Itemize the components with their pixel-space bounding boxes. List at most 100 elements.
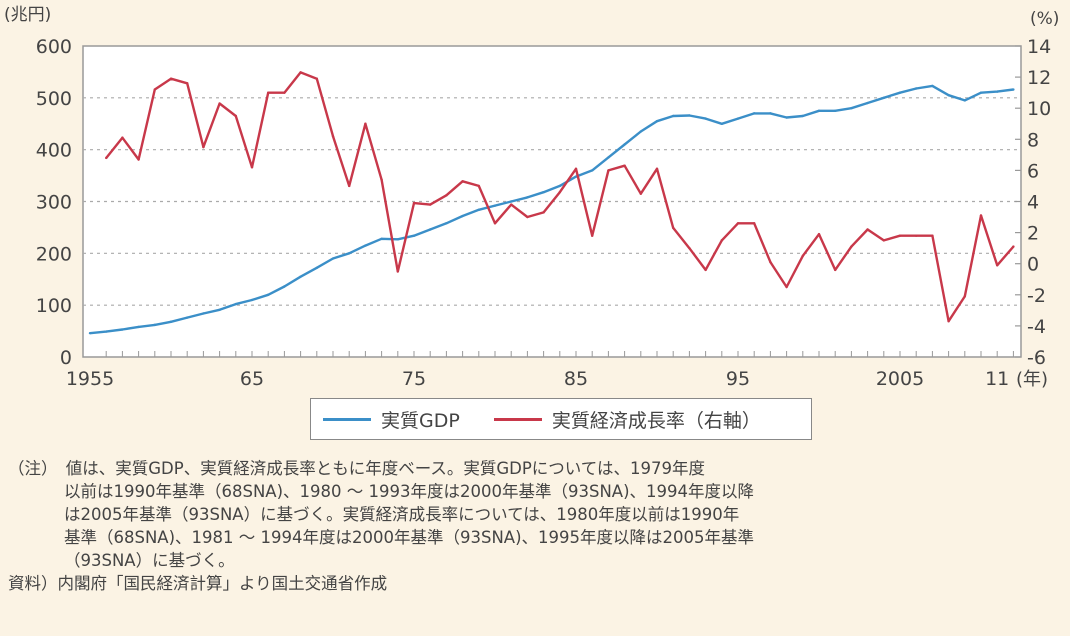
growth-rate-point <box>461 180 464 183</box>
growth-rate-point <box>364 122 367 125</box>
right-tick-label: 10 <box>1027 98 1051 120</box>
growth-rate-point <box>850 245 853 248</box>
gdp-point <box>704 117 707 120</box>
gdp-point <box>105 330 108 333</box>
growth-rate-point <box>898 234 902 237</box>
gdp-point <box>283 285 286 288</box>
gdp-point <box>736 117 740 120</box>
growth-rate-point <box>769 260 772 264</box>
growth-rate-point <box>396 270 399 273</box>
gdp-point <box>882 96 885 100</box>
growth-rate-point <box>753 222 756 225</box>
growth-rate-point <box>477 184 480 188</box>
gdp-line <box>89 84 1014 335</box>
left-tick-label: 400 <box>36 140 72 162</box>
gdp-point <box>348 252 351 255</box>
gdp-point <box>137 325 140 329</box>
left-tick-label: 0 <box>60 347 72 369</box>
right-tick-label: 14 <box>1027 36 1051 58</box>
gdp-point <box>202 312 205 315</box>
right-tick-label: 4 <box>1027 192 1039 214</box>
legend-label-growth: 実質経済成長率（右軸） <box>551 409 761 432</box>
x-tick-label: 65 <box>240 368 264 390</box>
left-tick-label: 300 <box>36 192 72 214</box>
gdp-point <box>510 200 513 203</box>
right-tick-label: 6 <box>1027 160 1039 182</box>
x-tick-label: 2005 <box>876 368 924 390</box>
gdp-point <box>218 308 221 312</box>
right-tick-label: 8 <box>1027 129 1039 151</box>
growth-rate-point <box>105 156 108 160</box>
growth-rate-point <box>591 234 594 237</box>
right-tick-label: 0 <box>1027 254 1039 276</box>
growth-rate-point <box>299 71 302 74</box>
legend-swatch-growth <box>493 417 542 421</box>
left-tick-label: 500 <box>36 88 72 110</box>
x-tick-label: 75 <box>402 368 426 390</box>
right-tick-label: -2 <box>1027 285 1046 307</box>
gdp-point <box>817 109 821 112</box>
growth-rate-point <box>704 268 707 272</box>
gdp-point <box>364 244 367 247</box>
note-line: （注） 値は、実質GDP、実質経済成長率ともに年度ベース。実質GDPについては、… <box>8 459 705 478</box>
legend: 実質GDP 実質経済成長率（右軸） <box>310 398 812 440</box>
growth-rate-point <box>882 239 885 242</box>
growth-rate-point <box>331 134 335 138</box>
gdp-point <box>315 266 318 270</box>
gdp-point <box>412 234 416 237</box>
gdp-point <box>915 87 918 90</box>
note-line: 基準（68SNA)、1981 ～ 1994年度は2000年基準（93SNA)、1… <box>64 528 755 547</box>
growth-rate-point <box>169 77 173 80</box>
right-tick-label: 2 <box>1027 223 1039 245</box>
legend-item-gdp: 実質GDP <box>323 406 460 433</box>
gdp-point <box>834 109 837 112</box>
growth-rate-point <box>979 214 983 217</box>
growth-rate-point <box>623 164 626 167</box>
growth-rate-point <box>267 91 270 94</box>
chart: 0 100 200 300 400 500 600 (兆円) -6 -4 -2 0 2 4 6 8 10 12 14… <box>4 5 1059 390</box>
growth-rate-point <box>283 91 286 94</box>
growth-rate-point <box>526 215 529 219</box>
gdp-point <box>898 91 902 94</box>
gdp-point <box>267 293 270 296</box>
x-tick-label: 95 <box>726 368 750 390</box>
gdp-point <box>461 214 464 218</box>
gdp-point <box>688 114 691 117</box>
growth-rate-point <box>574 167 578 171</box>
gdp-point <box>672 114 675 118</box>
gdp-point <box>526 196 529 199</box>
growth-rate-point <box>121 136 124 139</box>
growth-rate-point <box>866 228 869 231</box>
x-axis-unit: (年) <box>1016 369 1048 390</box>
right-axis-unit: (%) <box>1030 9 1059 29</box>
x-tick-label: 1955 <box>66 368 114 390</box>
growth-rate-point <box>348 184 351 188</box>
legend-label-gdp: 実質GDP <box>381 409 460 432</box>
growth-rate-point <box>785 285 788 289</box>
growth-rate-point <box>234 114 237 118</box>
growth-rate-point <box>1012 245 1015 248</box>
growth-rate-point <box>250 166 254 169</box>
growth-rate-point <box>412 201 416 205</box>
gdp-point <box>931 84 934 88</box>
growth-rate-point <box>639 192 642 195</box>
growth-rate-point <box>736 222 740 225</box>
gdp-point <box>250 298 254 302</box>
growth-rate-point <box>931 234 934 237</box>
source-line: 資料）内閣府「国民経済計算」より国土交通省作成 <box>8 574 388 593</box>
left-tick-label: 600 <box>36 36 72 58</box>
growth-rate-point <box>801 254 804 258</box>
gdp-point <box>558 184 561 188</box>
gdp-point <box>639 130 642 133</box>
growth-rate-point <box>688 246 691 250</box>
growth-rate-point <box>817 232 821 236</box>
growth-rate-point <box>655 167 659 171</box>
note-line: 以前は1990年基準（68SNA)、1980 ～ 1993年度は2000年基準（… <box>64 482 755 501</box>
gdp-point <box>234 302 237 306</box>
gdp-point <box>623 143 626 146</box>
gdp-point <box>785 116 788 119</box>
growth-rate-point <box>510 203 513 206</box>
gdp-point <box>299 275 302 278</box>
growth-rate-point <box>202 145 205 149</box>
left-axis-unit: (兆円) <box>4 5 51 25</box>
